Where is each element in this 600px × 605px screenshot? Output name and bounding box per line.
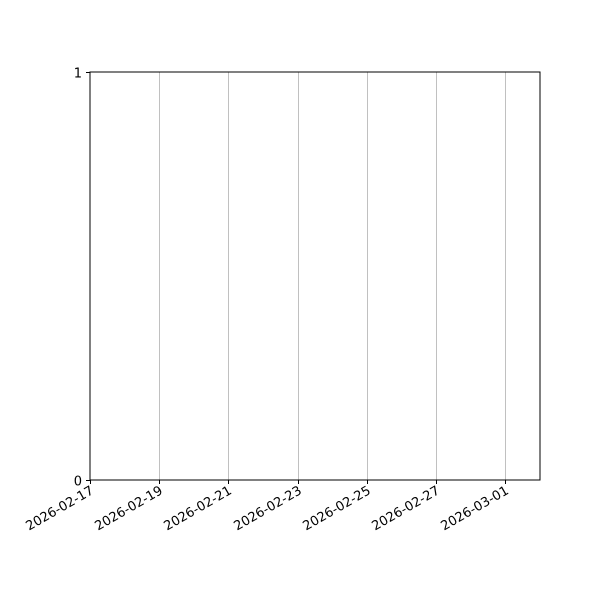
x-tick-label: 2026-02-27 xyxy=(370,483,443,534)
grid-lines xyxy=(159,72,506,480)
x-tick-label: 2026-02-19 xyxy=(93,483,166,534)
x-tick-label: 2026-02-17 xyxy=(24,483,97,534)
plot-area-frame xyxy=(89,71,541,481)
y-axis: 01 xyxy=(74,67,90,490)
x-tick-label: 2026-02-23 xyxy=(232,483,305,534)
y-tick-label: 0 xyxy=(74,475,82,490)
x-tick-label: 2026-02-25 xyxy=(301,483,374,534)
x-tick-label: 2026-03-01 xyxy=(439,483,512,534)
x-tick-label: 2026-02-21 xyxy=(162,483,235,534)
y-tick-label: 1 xyxy=(74,67,82,82)
x-axis: 2026-02-172026-02-192026-02-212026-02-23… xyxy=(24,480,512,534)
